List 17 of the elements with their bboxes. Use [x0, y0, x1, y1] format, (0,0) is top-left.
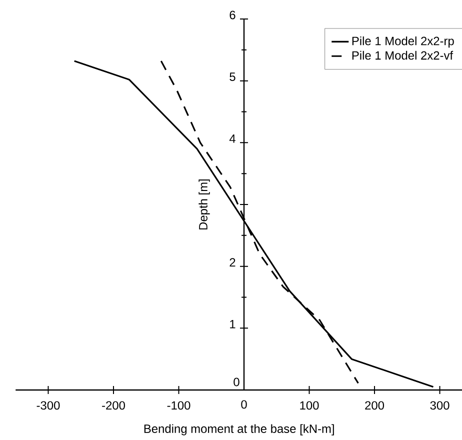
- x-tick-label: 0: [241, 400, 247, 409]
- x-tick-label: -300: [36, 401, 60, 410]
- legend-label: Pile 1 Model 2x2-vf: [352, 50, 454, 60]
- x-axis-title: Bending moment at the base [kN-m]: [144, 424, 334, 436]
- y-tick-label: 4: [229, 134, 236, 143]
- y-tick-label: 2: [230, 258, 236, 267]
- x-tick-label: 100: [300, 401, 319, 410]
- x-tick-label: 300: [430, 401, 450, 410]
- legend-label: Pile 1 Model 2x2-rp: [352, 36, 454, 48]
- y-tick-label: 5: [230, 72, 236, 81]
- x-tick-label: -100: [167, 401, 190, 410]
- y-tick-label: 1: [230, 320, 236, 328]
- x-tick-label: -200: [102, 401, 125, 410]
- y-tick-label: 0: [234, 378, 240, 386]
- x-tick-label: 200: [365, 401, 384, 410]
- y-axis-title: Depth [m]: [198, 179, 210, 230]
- y-tick-label: 6: [230, 10, 236, 20]
